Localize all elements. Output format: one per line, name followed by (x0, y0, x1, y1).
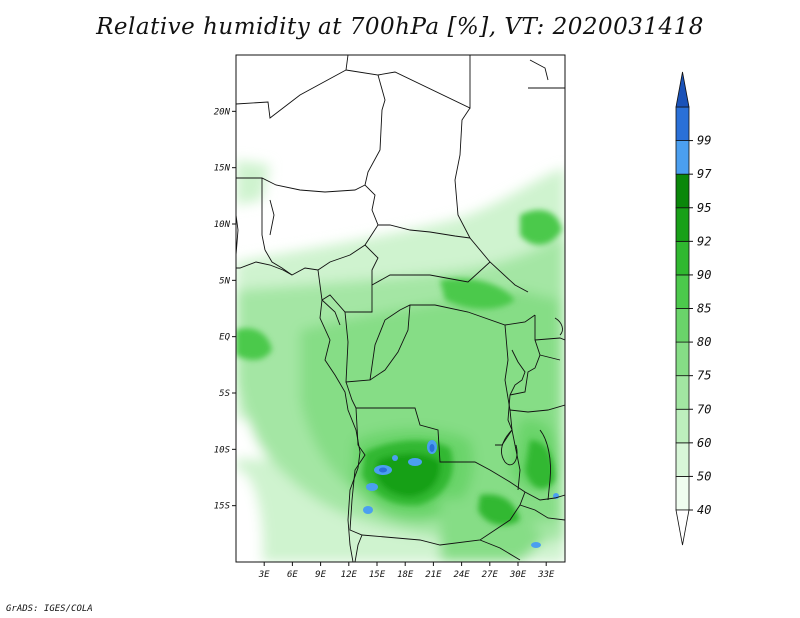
colorbar-segment (675, 341, 690, 377)
lon-tick-label: 24E (453, 570, 470, 580)
lon-tick-label: 18E (397, 570, 414, 580)
lon-tick-label: 21E (425, 570, 442, 580)
colorbar-segment (675, 375, 690, 410)
colorbar-segment (675, 207, 690, 242)
colorbar-tick-label: 50 (697, 469, 711, 483)
humidity-field (236, 55, 565, 562)
page-title: Relative humidity at 700hPa [%], VT: 202… (96, 14, 704, 40)
colorbar-bottom-arrow (675, 509, 690, 546)
lat-tick-label: 15S (214, 502, 231, 512)
colorbar-segment (675, 240, 690, 276)
lon-tick-label: 9E (315, 570, 326, 580)
lat-tick-label: 10S (214, 445, 231, 455)
lon-tick-label: 6E (287, 570, 298, 580)
lat-tick-label: 20N (214, 107, 231, 117)
latitude-axis: 20N 15N 10N 5N EQ 5S 10S 15S (214, 107, 236, 512)
colorbar-segment (675, 408, 690, 444)
lon-tick-label: 30E (509, 570, 527, 580)
lat-tick-label: 10N (214, 220, 231, 230)
colorbar-segment (675, 476, 690, 511)
longitude-axis: 3E 6E 9E 12E 15E 18E 21E 24E 27E 30E 33E (258, 562, 555, 580)
lon-tick-label: 33E (537, 570, 555, 580)
humidity-max-99 (379, 444, 435, 473)
colorbar-tick-label: 40 (697, 503, 711, 517)
colorbar-tick-label: 92 (697, 234, 711, 248)
lat-tick-label: EQ (219, 333, 230, 343)
coastline (236, 214, 563, 562)
colorbar-segment (675, 140, 690, 175)
humidity-max-97 (363, 440, 559, 548)
colorbar-tick-label: 70 (697, 402, 711, 416)
colorbar-tick-label: 97 (697, 167, 712, 181)
colorbar-top-arrow (675, 71, 690, 108)
lat-tick-label: 15N (214, 164, 231, 174)
colorbar-segment (675, 308, 690, 343)
credit-label: GrADS: IGES/COLA (6, 604, 93, 614)
colorbar: 40 50 60 70 75 80 85 90 92 95 97 99 (675, 71, 712, 546)
lon-tick-label: 27E (482, 570, 499, 580)
colorbar-segment (675, 173, 690, 209)
colorbar-segment (675, 106, 690, 141)
map-frame (235, 54, 566, 563)
colorbar-tick-label: 99 (697, 134, 711, 148)
colorbar-tick-label: 60 (697, 436, 711, 450)
colorbar-segment (675, 274, 690, 309)
colorbar-tick-label: 90 (697, 268, 711, 282)
lon-tick-label: 3E (258, 570, 270, 580)
colorbar-segment (675, 442, 690, 477)
lat-tick-label: 5N (219, 276, 230, 286)
lon-tick-label: 12E (341, 570, 358, 580)
colorbar-tick-label: 80 (697, 335, 711, 349)
colorbar-tick-label: 85 (697, 302, 711, 316)
lon-tick-label: 15E (369, 570, 386, 580)
lat-tick-label: 5S (219, 389, 230, 399)
colorbar-tick-label: 95 (697, 201, 711, 215)
colorbar-tick-label: 75 (697, 369, 711, 383)
